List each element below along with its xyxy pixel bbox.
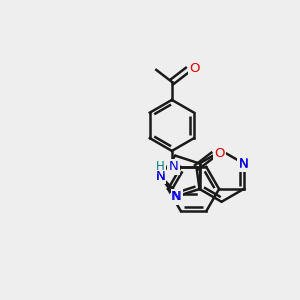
- Text: N: N: [155, 170, 165, 183]
- Text: O: O: [189, 62, 199, 75]
- Text: N: N: [169, 160, 178, 173]
- Circle shape: [238, 158, 249, 169]
- Circle shape: [170, 191, 181, 202]
- Text: N: N: [172, 190, 182, 203]
- Text: O: O: [214, 147, 225, 160]
- Circle shape: [155, 171, 166, 182]
- Text: N: N: [239, 158, 248, 171]
- Text: H: H: [156, 160, 165, 173]
- Text: N: N: [170, 190, 180, 203]
- Text: N: N: [155, 170, 165, 183]
- Text: N: N: [239, 157, 248, 170]
